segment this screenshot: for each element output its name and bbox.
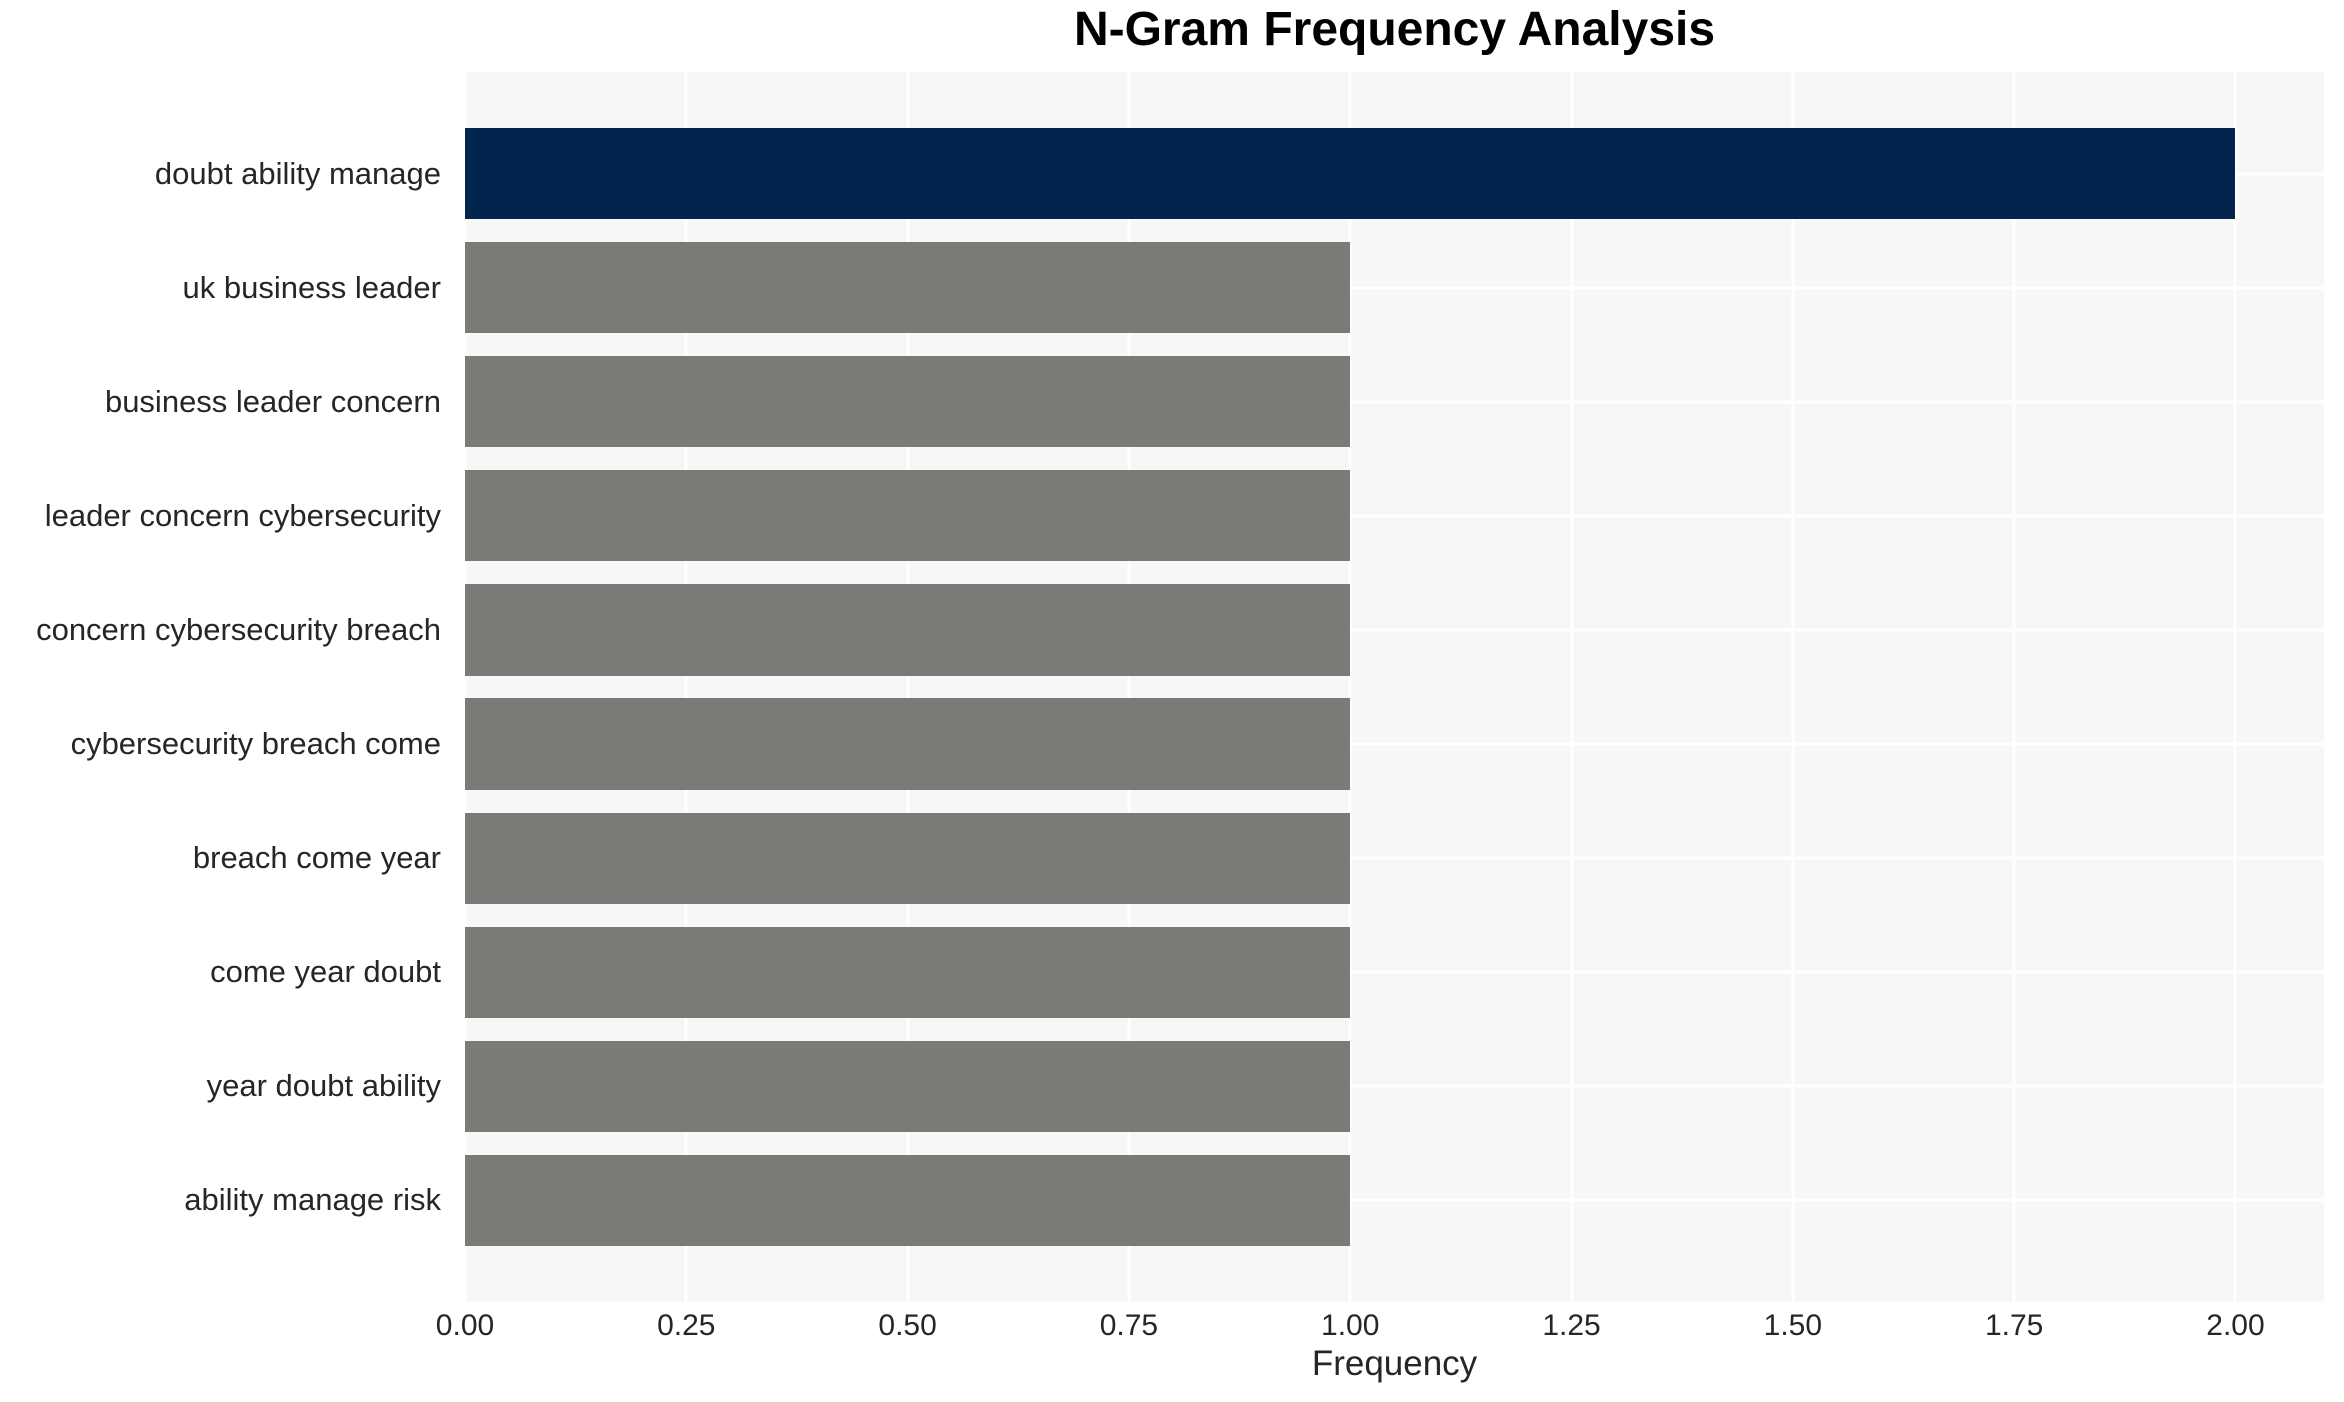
- x-tick-label: 0.25: [657, 1309, 716, 1342]
- x-tick-label: 2.00: [2206, 1309, 2265, 1342]
- plot-area: [463, 72, 2324, 1302]
- bar: [465, 470, 1351, 562]
- x-tick-label: 1.25: [1542, 1309, 1601, 1342]
- vertical-gridline: [906, 72, 910, 1302]
- horizontal-gridline: [465, 742, 2324, 746]
- bar: [465, 812, 1351, 904]
- y-tick-label: ability manage risk: [184, 1182, 441, 1218]
- y-tick-label: cybersecurity breach come: [70, 726, 441, 762]
- y-tick-label: uk business leader: [182, 269, 442, 305]
- bar: [465, 242, 1351, 334]
- y-tick-label: year doubt ability: [206, 1068, 441, 1104]
- bar: [465, 698, 1351, 790]
- y-tick-label: leader concern cybersecurity: [44, 497, 441, 533]
- horizontal-gridline: [465, 400, 2324, 404]
- bar: [465, 926, 1351, 1018]
- bar: [465, 1040, 1351, 1132]
- bar: [465, 127, 2236, 220]
- vertical-gridline: [463, 72, 467, 1302]
- y-tick-label: breach come year: [192, 840, 441, 876]
- vertical-gridline: [684, 72, 688, 1302]
- x-tick-label: 1.50: [1763, 1309, 1823, 1342]
- vertical-gridline: [2012, 72, 2016, 1302]
- vertical-gridline: [1348, 72, 1352, 1302]
- y-tick-label: come year doubt: [210, 954, 441, 990]
- vertical-gridline: [1127, 72, 1131, 1302]
- horizontal-gridline: [465, 1084, 2324, 1088]
- horizontal-gridline: [465, 970, 2324, 974]
- x-tick-label: 0.00: [435, 1309, 495, 1342]
- y-tick-label: concern cybersecurity breach: [36, 611, 441, 647]
- x-tick-label: 1.00: [1321, 1309, 1380, 1342]
- horizontal-gridline: [465, 286, 2324, 290]
- bar: [465, 1154, 1351, 1247]
- bar: [465, 584, 1351, 676]
- horizontal-gridline: [465, 1198, 2324, 1202]
- x-tick-label: 1.75: [1984, 1309, 2044, 1342]
- horizontal-gridline: [465, 628, 2324, 632]
- chart-title: N-Gram Frequency Analysis: [1073, 3, 1716, 56]
- y-axis-labels: doubt ability manage uk business leader bu…: [0, 72, 453, 1302]
- x-tick-label: 0.50: [878, 1309, 937, 1342]
- vertical-gridline: [2233, 72, 2237, 1302]
- x-tick-label: 0.75: [1099, 1309, 1159, 1342]
- bar: [465, 356, 1351, 448]
- vertical-gridline: [1791, 72, 1795, 1302]
- y-tick-label: doubt ability manage: [154, 155, 441, 191]
- horizontal-gridline: [465, 514, 2324, 518]
- x-axis-ticks: 0.00 0.25 0.50 0.75 1.00 1.25 1.50 1.75 2.00: [436, 1302, 2324, 1344]
- x-axis-title: Frequency: [1311, 1344, 1478, 1383]
- horizontal-gridline: [465, 856, 2324, 860]
- y-tick-label: business leader concern: [104, 383, 441, 419]
- vertical-gridline: [1570, 72, 1574, 1302]
